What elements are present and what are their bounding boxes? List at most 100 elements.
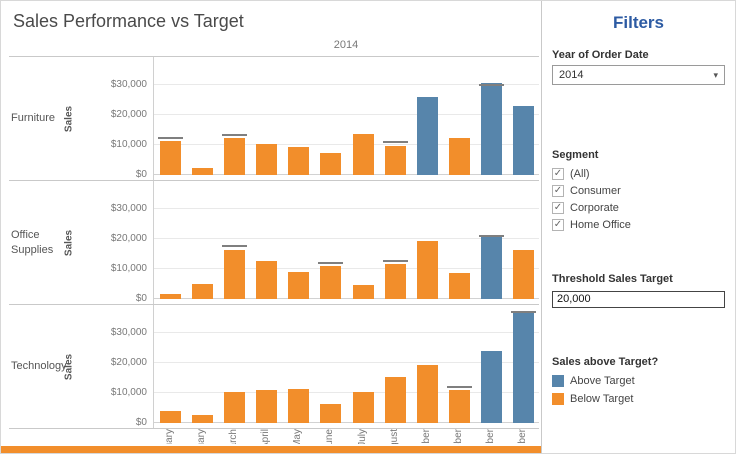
checkbox-icon[interactable]: ✓ <box>552 218 564 231</box>
x-tick-label-text: February <box>196 429 207 444</box>
y-axis-title-text: Sales <box>63 353 75 380</box>
bar-october[interactable] <box>449 272 471 299</box>
bar-december[interactable] <box>513 106 535 175</box>
legend-item-below-target[interactable]: Below Target <box>552 390 725 408</box>
y-tick-label: $30,000 <box>110 327 147 338</box>
y-axis-title: Sales <box>61 181 77 304</box>
gridline <box>154 84 539 85</box>
above-target-swatch-icon <box>552 374 564 387</box>
x-tick-label: November <box>475 429 507 444</box>
x-tick-label-text: May <box>292 429 304 444</box>
bar-july[interactable] <box>352 391 374 423</box>
bar-april[interactable] <box>256 261 278 299</box>
segment-option-all[interactable]: ✓ (All) <box>552 165 725 182</box>
x-tick-label-text: September <box>421 429 432 444</box>
bar-october[interactable] <box>449 390 471 423</box>
bar-september[interactable] <box>416 364 438 423</box>
bar-february[interactable] <box>191 284 213 299</box>
bar-april[interactable] <box>256 144 278 175</box>
segment-option-consumer[interactable]: ✓ Consumer <box>552 182 725 199</box>
target-tick <box>511 310 537 313</box>
bar-october[interactable] <box>449 138 471 175</box>
x-tick-label: March <box>217 429 249 444</box>
bar-january[interactable] <box>159 411 181 423</box>
gridline <box>154 114 539 115</box>
bar-december[interactable] <box>513 249 535 299</box>
gridline <box>154 268 539 269</box>
legend-item-above-target[interactable]: Above Target <box>552 372 725 390</box>
x-tick-label: August <box>378 429 410 444</box>
segment-option-label: (All) <box>570 167 590 180</box>
target-tick <box>157 136 183 139</box>
bar-may[interactable] <box>288 388 310 423</box>
bar-june[interactable] <box>320 266 342 299</box>
bar-august[interactable] <box>384 145 406 175</box>
bar-november[interactable] <box>481 82 503 175</box>
legend-title: Sales above Target? <box>552 355 659 368</box>
bar-december[interactable] <box>513 310 535 423</box>
bar-march[interactable] <box>223 137 245 175</box>
segment-option-home-office[interactable]: ✓ Home Office <box>552 216 725 233</box>
checkbox-icon[interactable]: ✓ <box>552 167 564 180</box>
x-tick-label: April <box>250 429 282 444</box>
bar-february[interactable] <box>191 414 213 423</box>
row-label: Office Supplies <box>11 229 54 256</box>
filter-panel: Filters Year of Order Date 2014 ▾ Segmen… <box>541 1 735 453</box>
y-tick-label: $20,000 <box>110 109 147 120</box>
bar-may[interactable] <box>288 272 310 299</box>
x-tick-label: May <box>282 429 314 444</box>
y-axis-ticks: $0 $10,000 $20,000 $30,000 <box>77 181 153 304</box>
x-tick-label-text: December <box>517 429 528 444</box>
chart-panels: Furniture Sales $0 $10,000 $20,000 $30,000 Off… <box>9 56 539 429</box>
target-tick <box>479 234 505 237</box>
bar-july[interactable] <box>352 284 374 299</box>
y-axis-title: Sales <box>61 57 77 180</box>
bar-may[interactable] <box>288 146 310 175</box>
gridline <box>154 298 539 299</box>
bar-january[interactable] <box>159 293 181 299</box>
plot-area <box>153 181 539 304</box>
bar-february[interactable] <box>191 167 213 175</box>
x-tick-label-text: June <box>324 429 336 444</box>
gridline <box>154 362 539 363</box>
bar-june[interactable] <box>320 152 342 175</box>
segment-option-label: Home Office <box>570 218 631 231</box>
below-target-swatch-icon <box>552 392 564 405</box>
x-tick-label: February <box>185 429 217 444</box>
bar-march[interactable] <box>223 250 245 299</box>
bar-april[interactable] <box>256 390 278 423</box>
x-tick-label: June <box>314 429 346 444</box>
x-tick-label: October <box>443 429 475 444</box>
target-tick <box>479 83 505 86</box>
x-tick-label-text: August <box>389 429 400 444</box>
bar-march[interactable] <box>223 391 245 423</box>
bar-september[interactable] <box>416 97 438 175</box>
bar-september[interactable] <box>416 240 438 299</box>
bar-july[interactable] <box>352 133 374 175</box>
legend-item-label: Below Target <box>570 392 634 405</box>
target-tick <box>447 385 473 388</box>
checkbox-icon[interactable]: ✓ <box>552 184 564 197</box>
bar-august[interactable] <box>384 376 406 423</box>
segment-option-corporate[interactable]: ✓ Corporate <box>552 199 725 216</box>
year-dropdown[interactable]: 2014 ▾ <box>552 65 725 85</box>
y-tick-label: $20,000 <box>110 233 147 244</box>
threshold-filter: Threshold Sales Target <box>552 273 725 308</box>
gridline <box>154 144 539 145</box>
gridline <box>154 332 539 333</box>
threshold-input[interactable] <box>552 290 725 308</box>
x-tick-label-text: November <box>485 429 496 444</box>
threshold-label: Threshold Sales Target <box>552 273 673 285</box>
bar-november[interactable] <box>481 351 503 423</box>
x-tick-label: September <box>410 429 442 444</box>
segment-filter: Segment ✓ (All) ✓ Consumer ✓ Corporate ✓… <box>552 149 725 233</box>
bar-january[interactable] <box>159 140 181 175</box>
plot-area <box>153 305 539 428</box>
bar-november[interactable] <box>481 235 503 299</box>
chart-panel-furniture: Furniture Sales $0 $10,000 $20,000 $30,000 <box>9 56 539 180</box>
checkbox-icon[interactable]: ✓ <box>552 201 564 214</box>
bar-june[interactable] <box>320 403 342 423</box>
year-filter-label: Year of Order Date <box>552 49 649 61</box>
bar-august[interactable] <box>384 264 406 299</box>
